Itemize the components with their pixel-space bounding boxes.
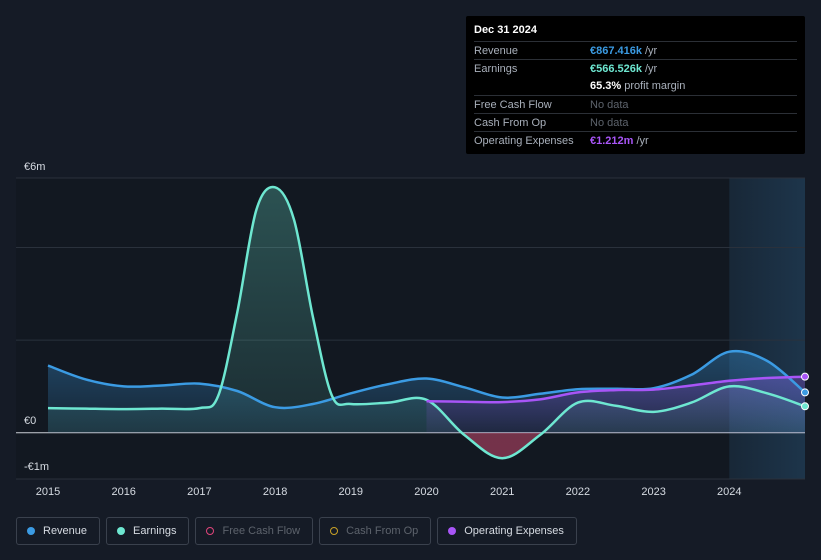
revenue-line <box>47 349 806 410</box>
operating-expenses-end-point <box>801 372 809 381</box>
tooltip-panel: Dec 31 2024 Revenue €867.416k /yr Earnin… <box>466 16 805 154</box>
tooltip-value: No data <box>590 98 629 111</box>
x-tick-label: 2024 <box>717 486 741 498</box>
plot-background <box>16 178 805 479</box>
y-tick-label-top: €6m <box>24 161 45 173</box>
y-tick-label-bottom: -€1m <box>24 461 49 473</box>
legend-item-operating-expenses[interactable]: Operating Expenses <box>437 517 577 545</box>
tooltip-value: 65.3% <box>590 80 622 93</box>
tooltip-suffix: /yr <box>636 135 649 148</box>
tooltip-label: Revenue <box>474 44 519 57</box>
revenue-end-point <box>801 388 809 397</box>
x-tick-label: 2017 <box>187 486 211 498</box>
x-tick-label: 2018 <box>263 486 287 498</box>
tooltip-label: Operating Expenses <box>474 135 574 148</box>
tooltip-suffix: /yr <box>645 62 658 75</box>
tooltip-row-fcf: Free Cash Flow No data <box>474 94 797 113</box>
earnings-end-point <box>801 402 809 411</box>
tooltip-row-opex: Operating Expenses €1.212m /yr <box>474 131 797 149</box>
operating-expenses-dot-icon <box>448 527 457 535</box>
x-tick-label: 2019 <box>339 486 363 498</box>
tooltip-row-revenue: Revenue €867.416k /yr <box>474 41 797 59</box>
cash-from-op-dot-icon <box>330 527 339 535</box>
chart: €6m €0 -€1m 2015 2016 2017 2018 2019 2020 2021… <box>16 161 809 498</box>
x-tick-label: 2015 <box>36 486 60 498</box>
tooltip-value: €1.212m <box>590 135 634 148</box>
tooltip-suffix: profit margin <box>624 80 686 93</box>
x-tick-label: 2022 <box>566 486 590 498</box>
free-cash-flow-dot-icon <box>206 527 215 535</box>
operating-expenses-line <box>426 375 806 404</box>
legend-item-free-cash-flow[interactable]: Free Cash Flow <box>195 517 314 545</box>
legend-label: Earnings <box>133 525 177 537</box>
earnings-line <box>47 185 806 460</box>
tooltip-date: Dec 31 2024 <box>474 24 537 36</box>
tooltip-row-cfo: Cash From Op No data <box>474 113 797 131</box>
legend-label: Free Cash Flow <box>222 525 301 537</box>
revenue-dot-icon <box>27 527 35 535</box>
tooltip-value: €867.416k <box>590 44 642 57</box>
tooltip-suffix: /yr <box>645 44 658 57</box>
x-tick-label: 2023 <box>641 486 665 498</box>
legend-label: Cash From Op <box>346 525 419 537</box>
tooltip-row-margin: 65.3% profit margin <box>474 78 797 95</box>
x-tick-label: 2020 <box>414 486 438 498</box>
legend-item-revenue[interactable]: Revenue <box>16 517 101 545</box>
legend: Revenue Earnings Free Cash Flow Cash Fro… <box>16 517 577 545</box>
y-tick-label-zero: €0 <box>24 415 36 427</box>
tooltip-label: Cash From Op <box>474 116 547 129</box>
legend-label: Revenue <box>43 525 88 537</box>
tooltip-label: Free Cash Flow <box>474 98 552 111</box>
tooltip-value: €566.526k <box>590 62 642 75</box>
legend-label: Operating Expenses <box>464 525 564 537</box>
legend-item-earnings[interactable]: Earnings <box>106 517 190 545</box>
x-tick-label: 2016 <box>111 486 135 498</box>
tooltip-value: No data <box>590 116 629 129</box>
legend-item-cash-from-op[interactable]: Cash From Op <box>319 517 432 545</box>
x-tick-label: 2021 <box>490 486 514 498</box>
earnings-negative-area <box>461 432 543 459</box>
tooltip-row-earnings: Earnings €566.526k /yr <box>474 59 797 77</box>
earnings-dot-icon <box>117 527 126 535</box>
forecast-highlight-band <box>729 178 805 479</box>
tooltip-label: Earnings <box>474 62 518 75</box>
